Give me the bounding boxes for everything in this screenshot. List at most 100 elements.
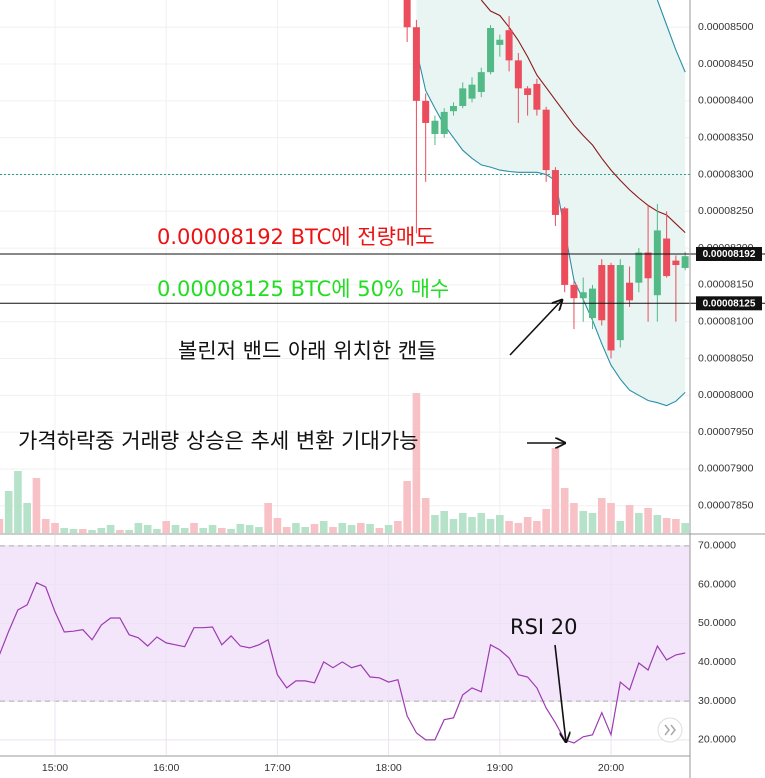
volume-bar bbox=[236, 524, 245, 533]
candle-body bbox=[496, 39, 504, 45]
volume-bar bbox=[579, 511, 588, 533]
volume-bar bbox=[329, 527, 337, 533]
volume-bar bbox=[116, 530, 124, 533]
volume-bar bbox=[486, 519, 495, 533]
candle-body bbox=[459, 88, 467, 107]
scroll-icon[interactable] bbox=[664, 724, 676, 736]
candle-body bbox=[653, 230, 661, 296]
volume-bar bbox=[662, 518, 671, 533]
volume-bar bbox=[607, 503, 615, 533]
scroll-button-circle[interactable] bbox=[657, 717, 683, 743]
y-tick-label: 20.0000 bbox=[698, 734, 736, 746]
volume-bar bbox=[171, 525, 180, 533]
scroll-button[interactable] bbox=[657, 717, 683, 743]
volume-bar bbox=[41, 519, 50, 533]
volume-bar bbox=[310, 524, 319, 533]
volume-bar bbox=[23, 503, 31, 533]
x-tick-label: 19:00 bbox=[487, 762, 513, 774]
volume-bar bbox=[273, 518, 282, 533]
volume-bar bbox=[60, 528, 69, 533]
volume-bar bbox=[496, 515, 504, 533]
x-tick-label: 17:00 bbox=[264, 762, 290, 774]
price-label-box bbox=[696, 246, 762, 261]
volume-bar bbox=[375, 528, 384, 533]
volume-bar bbox=[319, 521, 328, 533]
candle-body bbox=[487, 27, 495, 73]
candle-body bbox=[533, 83, 541, 110]
bollinger-middle bbox=[480, 0, 686, 233]
candle-body bbox=[644, 252, 652, 279]
volume-bar bbox=[458, 513, 467, 533]
candle-body bbox=[524, 88, 532, 95]
volume-bar bbox=[88, 530, 96, 533]
candle-body bbox=[579, 292, 587, 299]
x-tick-label: 18:00 bbox=[375, 762, 401, 774]
volume-bar bbox=[357, 523, 365, 533]
y-tick-label: 0.00008350 bbox=[698, 131, 754, 143]
volume-bar bbox=[0, 519, 4, 533]
x-tick-label: 15:00 bbox=[42, 762, 68, 774]
volume-bar bbox=[551, 448, 560, 533]
volume-bar bbox=[255, 527, 263, 533]
candle-body bbox=[468, 84, 476, 99]
volume-bar bbox=[625, 505, 634, 533]
candle-body bbox=[607, 265, 615, 351]
volume-bar bbox=[227, 529, 235, 533]
candle-body bbox=[663, 238, 671, 277]
volume-bar bbox=[292, 523, 300, 533]
candle-body bbox=[616, 265, 624, 341]
volume-bar bbox=[635, 513, 643, 533]
annotation: RSI 20 bbox=[510, 615, 578, 639]
y-tick-label: 0.00008500 bbox=[698, 21, 754, 33]
x-tick-label: 20:00 bbox=[598, 762, 624, 774]
volume-bar bbox=[134, 523, 143, 533]
volume-bar bbox=[560, 488, 569, 533]
volume-bar bbox=[51, 523, 59, 533]
volume-bar bbox=[588, 513, 597, 533]
volume-bar bbox=[143, 525, 152, 533]
bollinger-upper bbox=[656, 0, 686, 73]
y-tick-label: 0.00008100 bbox=[698, 315, 754, 327]
volume-bar bbox=[32, 478, 41, 533]
y-tick-label: 60.0000 bbox=[698, 578, 736, 590]
volume-bar bbox=[301, 527, 310, 533]
volume-bar bbox=[218, 528, 226, 533]
annotation: 0.00008192 BTC에 전량매도 bbox=[157, 225, 435, 249]
y-tick-label: 0.00007950 bbox=[698, 426, 754, 438]
y-tick-label: 50.0000 bbox=[698, 617, 736, 629]
volume-bar bbox=[347, 525, 356, 533]
volume-bar bbox=[514, 523, 523, 533]
volume-bar bbox=[505, 521, 513, 533]
bollinger-lower bbox=[415, 49, 686, 407]
volume-bar bbox=[672, 519, 680, 533]
volume-bar bbox=[199, 528, 208, 533]
volume-bar bbox=[431, 515, 439, 533]
candle-body bbox=[412, 27, 420, 101]
volume-bar bbox=[208, 525, 217, 533]
volume-bar bbox=[106, 525, 115, 533]
volume-bar bbox=[264, 503, 272, 533]
y-tick-label: 0.00008150 bbox=[698, 279, 754, 291]
candle-body bbox=[626, 282, 634, 301]
price-label: 0.00008192 bbox=[703, 249, 756, 260]
volume-bar bbox=[421, 498, 430, 533]
annotation: 가격하락중 거래량 상승은 추세 변환 기대가능 bbox=[18, 429, 418, 453]
volume-bar bbox=[125, 530, 133, 533]
candle-body bbox=[431, 120, 439, 134]
volume-bar bbox=[616, 521, 625, 533]
price-label-box bbox=[696, 296, 762, 311]
volume-bar bbox=[282, 527, 291, 533]
volume-bar bbox=[681, 523, 689, 533]
volume-bar bbox=[644, 508, 652, 533]
volume-bar bbox=[542, 509, 550, 533]
volume-bar bbox=[384, 525, 393, 533]
volume-bar bbox=[338, 523, 347, 533]
y-tick-label: 30.0000 bbox=[698, 695, 736, 707]
candle-body bbox=[672, 260, 680, 266]
y-tick-label: 0.00008250 bbox=[698, 205, 754, 217]
candle-body bbox=[422, 100, 430, 123]
y-tick-label: 0.00008050 bbox=[698, 352, 754, 364]
volume-bar bbox=[79, 529, 87, 533]
annotation: 볼린저 밴드 아래 위치한 캔들 bbox=[178, 339, 437, 363]
